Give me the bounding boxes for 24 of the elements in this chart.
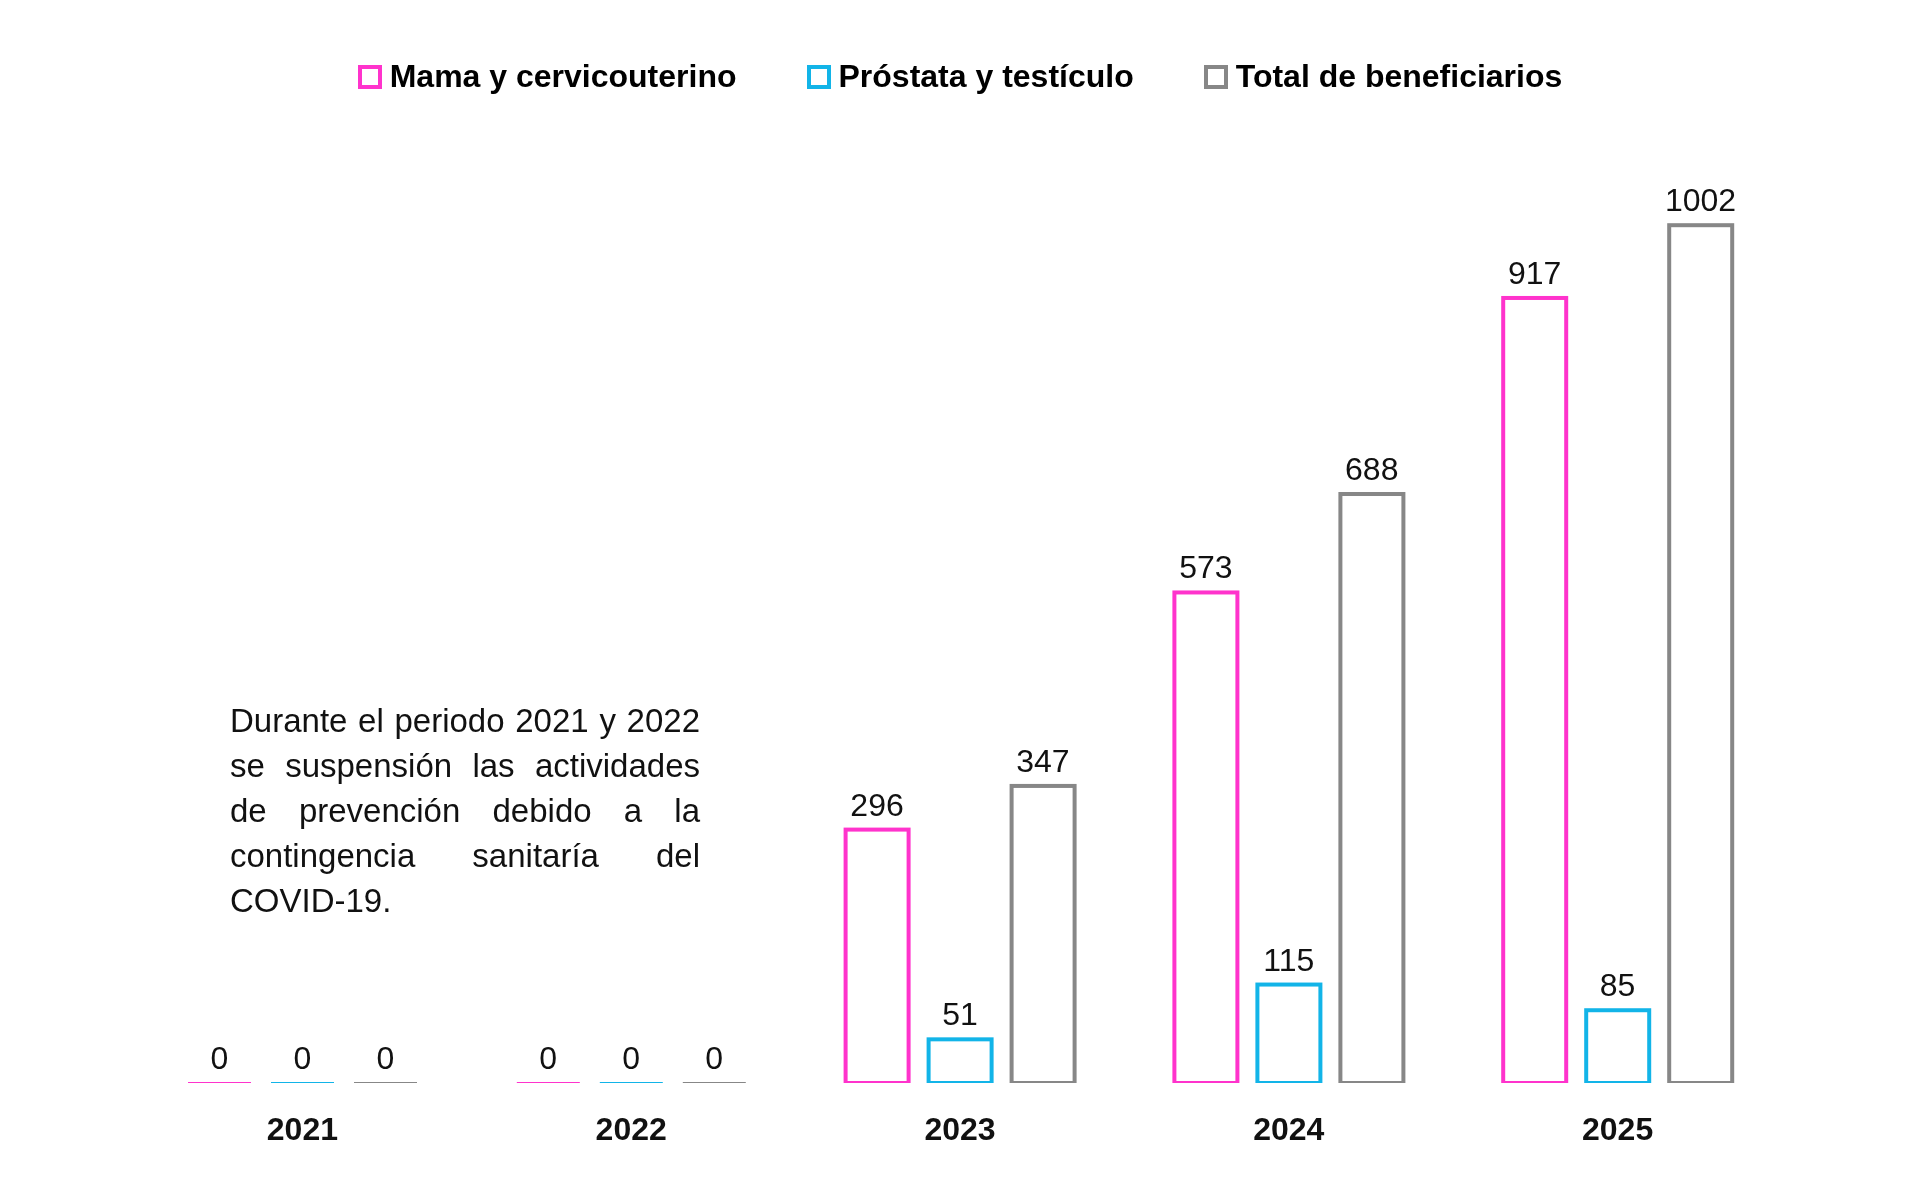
data-label: 85 <box>1599 967 1636 1004</box>
data-label: 0 <box>539 1040 558 1076</box>
data-label: 917 <box>1507 254 1562 291</box>
legend-label: Total de beneficiarios <box>1235 58 1563 95</box>
data-label: 1002 <box>1664 182 1737 219</box>
data-label: 0 <box>293 1040 312 1076</box>
data-label: 115 <box>1263 941 1315 978</box>
data-label: 573 <box>1179 549 1233 586</box>
x-tick-label: 2022 <box>595 1110 667 1147</box>
data-label: 296 <box>850 786 904 823</box>
x-tick-label: 2023 <box>924 1110 996 1147</box>
data-label: 0 <box>622 1040 641 1076</box>
data-label: 688 <box>1345 451 1399 488</box>
data-label: 51 <box>942 996 978 1033</box>
x-tick-label: 2024 <box>1253 1110 1325 1147</box>
legend-label: Próstata y testículo <box>838 58 1134 95</box>
data-label: 0 <box>376 1040 395 1076</box>
x-tick-label: 2021 <box>266 1110 338 1147</box>
data-label: 0 <box>705 1040 724 1076</box>
data-label: 0 <box>210 1040 229 1076</box>
annotation: Durante el periodo 2021 y 2022 se suspensión las actividades de prevención debido a la contingencia sanitaría del COVID-19. <box>230 701 700 921</box>
x-tick-label: 2025 <box>1582 1110 1654 1147</box>
legend-label: Mama y cervicouterino <box>389 58 737 95</box>
data-label: 347 <box>1016 742 1070 779</box>
